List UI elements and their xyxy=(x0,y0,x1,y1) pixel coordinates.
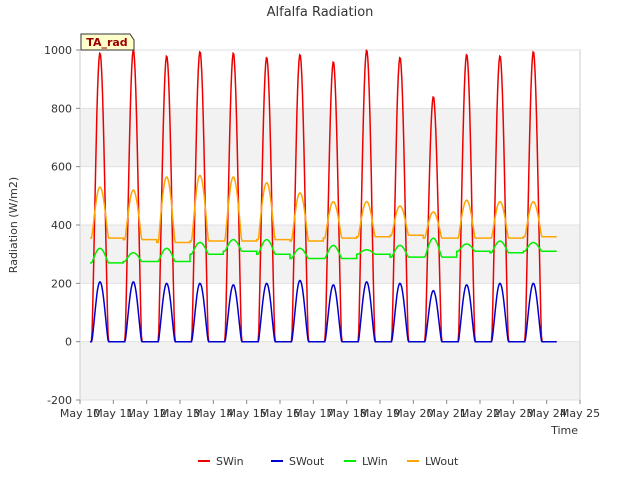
x-tick-label: May 13 xyxy=(160,407,200,420)
x-tick-label: May 12 xyxy=(127,407,167,420)
y-tick-label: 200 xyxy=(51,277,72,290)
x-tick-label: May 24 xyxy=(527,407,567,420)
y-tick-label: -200 xyxy=(47,394,72,407)
series-line-lwin xyxy=(90,237,557,264)
series-layer xyxy=(90,48,557,343)
plot-band xyxy=(80,341,580,400)
plot-band xyxy=(80,50,580,109)
x-axis-label: Time xyxy=(550,424,578,437)
y-tick-label: 0 xyxy=(65,336,72,349)
x-tick-label: May 15 xyxy=(227,407,267,420)
x-tick-label: May 14 xyxy=(193,407,233,420)
legend-label: LWin xyxy=(362,455,388,468)
legend-label: LWout xyxy=(425,455,459,468)
x-tick-label: May 11 xyxy=(93,407,133,420)
annotation-box: TA_rad xyxy=(80,33,135,51)
x-tick-label: May 22 xyxy=(460,407,500,420)
legend: SWin SWout LWin LWout xyxy=(198,455,459,468)
legend-label: SWout xyxy=(289,455,325,468)
x-tick-label: May 18 xyxy=(327,407,367,420)
x-tick-label: May 23 xyxy=(493,407,533,420)
x-tick-label: May 19 xyxy=(360,407,400,420)
series-line-swout xyxy=(90,279,557,343)
y-tick-label: 600 xyxy=(51,161,72,174)
y-tick-label: 400 xyxy=(51,219,72,232)
chart-title: Alfalfa Radiation xyxy=(267,5,374,20)
y-tick-labels: -200 0 200 400 600 800 1000 xyxy=(44,44,80,407)
x-tick-label: May 17 xyxy=(293,407,333,420)
x-tick-label: May 16 xyxy=(260,407,300,420)
y-tick-label: 1000 xyxy=(44,44,72,57)
series-line-lwout xyxy=(90,174,557,244)
x-tick-label: May 20 xyxy=(393,407,433,420)
annotation-label: TA_rad xyxy=(86,36,127,49)
y-axis-label: Radiation (W/m2) xyxy=(7,177,20,273)
plot-band xyxy=(80,225,580,284)
legend-label: SWin xyxy=(216,455,244,468)
x-tick-label: May 10 xyxy=(60,407,100,420)
x-tick-label: May 21 xyxy=(427,407,467,420)
y-tick-label: 800 xyxy=(51,102,72,115)
x-tick-label: May 25 xyxy=(560,407,600,420)
